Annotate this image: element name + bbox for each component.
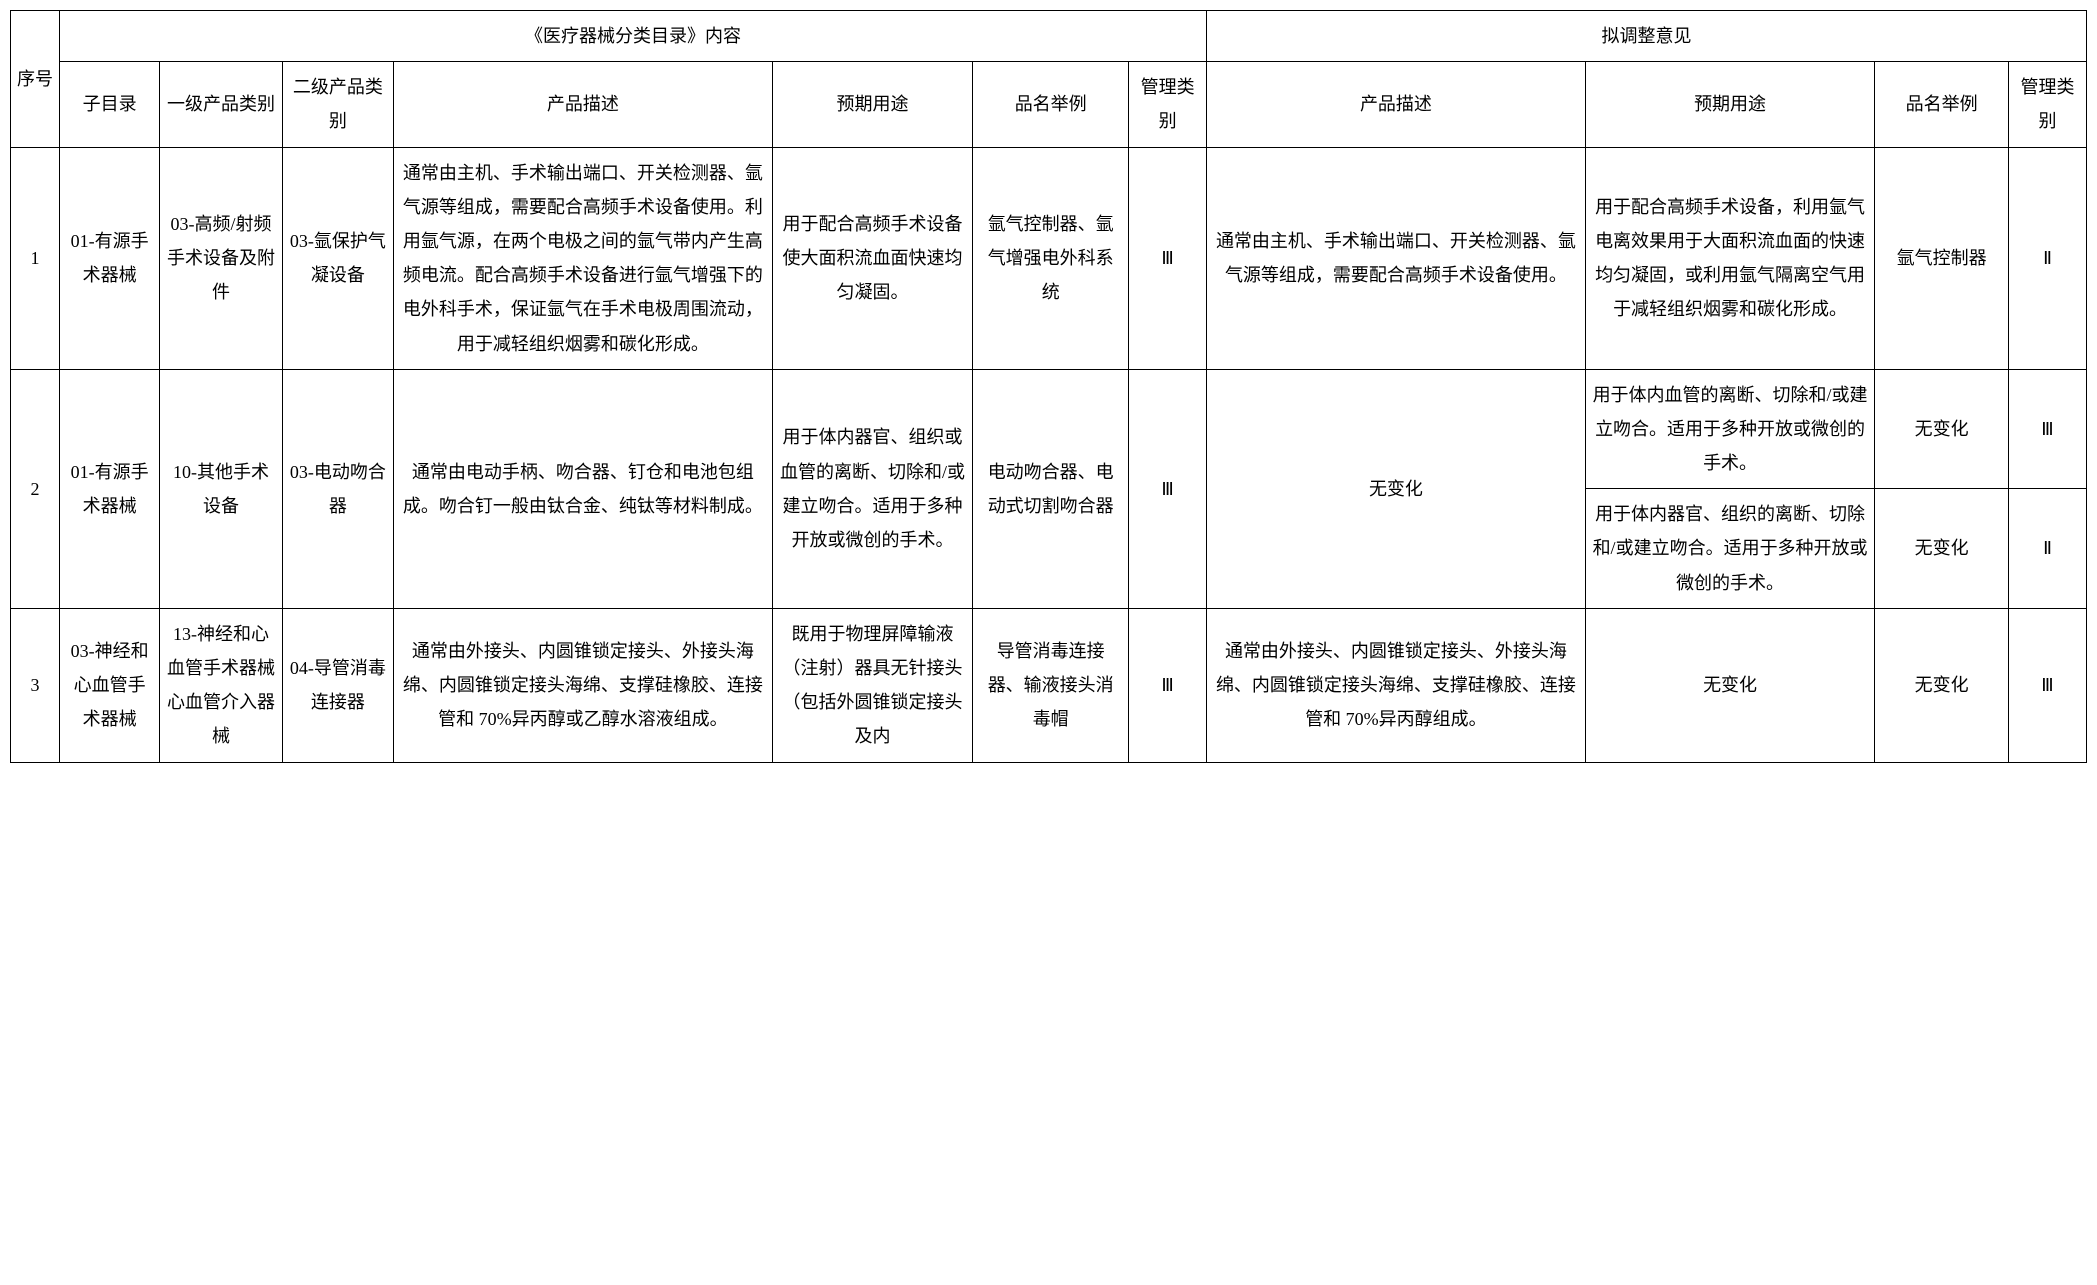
cell-desc2: 通常由外接头、内圆锥锁定接头、外接头海绵、内圆锥锁定接头海绵、支撑硅橡胶、连接管… [1207, 608, 1586, 762]
cell-example: 氩气控制器、氩气增强电外科系统 [973, 147, 1129, 369]
cell-use2: 无变化 [1585, 608, 1875, 762]
cell-mgmt2: Ⅲ [2009, 608, 2087, 762]
col-desc: 产品描述 [394, 62, 773, 147]
cell-desc2: 通常由主机、手术输出端口、开关检测器、氩气源等组成，需要配合高频手术设备使用。 [1207, 147, 1586, 369]
col-mgmt: 管理类别 [1129, 62, 1207, 147]
cell-desc: 通常由电动手柄、吻合器、钉仓和电池包组成。吻合钉一般由钛合金、纯钛等材料制成。 [394, 369, 773, 608]
cell-seq: 2 [11, 369, 60, 608]
cell-use2: 用于体内血管的离断、切除和/或建立吻合。适用于多种开放或微创的手术。 [1585, 369, 1875, 489]
cell-example2: 无变化 [1875, 489, 2009, 609]
header-row-cols: 子目录 一级产品类别 二级产品类别 产品描述 预期用途 品名举例 管理类别 产品… [11, 62, 2087, 147]
cell-mgmt: Ⅲ [1129, 608, 1207, 762]
col-example2: 品名举例 [1875, 62, 2009, 147]
col-desc2: 产品描述 [1207, 62, 1586, 147]
col-use2: 预期用途 [1585, 62, 1875, 147]
col-cat1: 一级产品类别 [160, 62, 283, 147]
cell-sub: 01-有源手术器械 [60, 147, 160, 369]
cell-cat1: 10-其他手术设备 [160, 369, 283, 608]
col-mgmt2: 管理类别 [2009, 62, 2087, 147]
cell-cat2: 03-电动吻合器 [282, 369, 393, 608]
cell-sub: 01-有源手术器械 [60, 369, 160, 608]
col-sub: 子目录 [60, 62, 160, 147]
cell-example: 电动吻合器、电动式切割吻合器 [973, 369, 1129, 608]
cell-cat1: 13-神经和心血管手术器械心血管介入器械 [160, 608, 283, 762]
cell-cat1: 03-高频/射频手术设备及附件 [160, 147, 283, 369]
cell-cat2: 03-氩保护气凝设备 [282, 147, 393, 369]
cell-cat2: 04-导管消毒连接器 [282, 608, 393, 762]
cell-mgmt2: Ⅲ [2009, 369, 2087, 489]
cell-use: 用于配合高频手术设备使大面积流血面快速均匀凝固。 [772, 147, 972, 369]
table-row: 3 03-神经和心血管手术器械 13-神经和心血管手术器械心血管介入器械 04-… [11, 608, 2087, 762]
table-row: 1 01-有源手术器械 03-高频/射频手术设备及附件 03-氩保护气凝设备 通… [11, 147, 2087, 369]
cell-use2: 用于体内器官、组织的离断、切除和/或建立吻合。适用于多种开放或微创的手术。 [1585, 489, 1875, 609]
table-body: 1 01-有源手术器械 03-高频/射频手术设备及附件 03-氩保护气凝设备 通… [11, 147, 2087, 762]
cell-example2: 无变化 [1875, 369, 2009, 489]
cell-mgmt2: Ⅱ [2009, 147, 2087, 369]
cell-desc: 通常由外接头、内圆锥锁定接头、外接头海绵、内圆锥锁定接头海绵、支撑硅橡胶、连接管… [394, 608, 773, 762]
regulation-table: 序号 《医疗器械分类目录》内容 拟调整意见 子目录 一级产品类别 二级产品类别 … [10, 10, 2087, 763]
cell-example2: 无变化 [1875, 608, 2009, 762]
col-group-left: 《医疗器械分类目录》内容 [60, 11, 1207, 62]
cell-seq: 3 [11, 608, 60, 762]
cell-mgmt2: Ⅱ [2009, 489, 2087, 609]
cell-use2: 用于配合高频手术设备，利用氩气电离效果用于大面积流血面的快速均匀凝固，或利用氩气… [1585, 147, 1875, 369]
cell-mgmt: Ⅲ [1129, 369, 1207, 608]
cell-seq: 1 [11, 147, 60, 369]
cell-example2: 氩气控制器 [1875, 147, 2009, 369]
cell-mgmt: Ⅲ [1129, 147, 1207, 369]
header-row-groups: 序号 《医疗器械分类目录》内容 拟调整意见 [11, 11, 2087, 62]
col-example: 品名举例 [973, 62, 1129, 147]
col-seq: 序号 [11, 11, 60, 148]
col-use: 预期用途 [772, 62, 972, 147]
cell-example: 导管消毒连接器、输液接头消毒帽 [973, 608, 1129, 762]
col-group-right: 拟调整意见 [1207, 11, 2087, 62]
col-cat2: 二级产品类别 [282, 62, 393, 147]
table-header: 序号 《医疗器械分类目录》内容 拟调整意见 子目录 一级产品类别 二级产品类别 … [11, 11, 2087, 148]
cell-desc2: 无变化 [1207, 369, 1586, 608]
cell-use: 用于体内器官、组织或血管的离断、切除和/或建立吻合。适用于多种开放或微创的手术。 [772, 369, 972, 608]
cell-desc: 通常由主机、手术输出端口、开关检测器、氩气源等组成，需要配合高频手术设备使用。利… [394, 147, 773, 369]
cell-sub: 03-神经和心血管手术器械 [60, 608, 160, 762]
cell-use: 既用于物理屏障输液（注射）器具无针接头（包括外圆锥锁定接头及内 [772, 608, 972, 762]
table-row: 2 01-有源手术器械 10-其他手术设备 03-电动吻合器 通常由电动手柄、吻… [11, 369, 2087, 489]
